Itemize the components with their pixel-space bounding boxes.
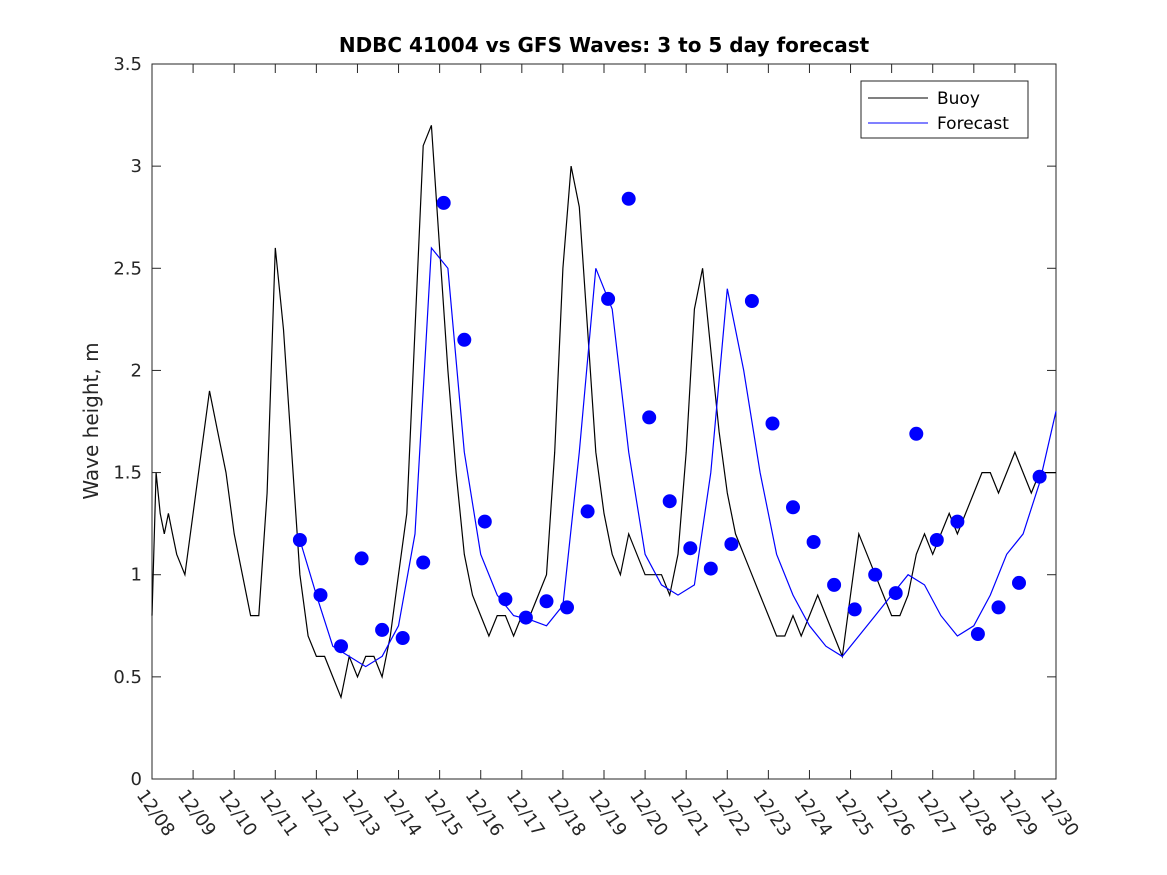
forecast-marker	[662, 494, 677, 509]
buoy-series-line	[151, 125, 1056, 700]
forecast-marker	[991, 600, 1006, 615]
forecast-marker	[868, 567, 883, 582]
y-tick-label: 2	[131, 360, 142, 381]
forecast-marker	[313, 588, 328, 603]
forecast-marker	[354, 551, 369, 566]
forecast-marker	[375, 622, 390, 637]
y-tick-label: 2.5	[113, 258, 142, 279]
forecast-marker	[580, 504, 595, 519]
forecast-marker	[724, 537, 739, 552]
y-axis-label: Wave height, m	[79, 342, 103, 499]
y-tick-label: 0	[131, 769, 142, 790]
forecast-marker	[334, 639, 348, 654]
chart-title: NDBC 41004 vs GFS Waves: 3 to 5 day fore…	[339, 33, 870, 57]
legend-forecast-label: Forecast	[937, 114, 1009, 134]
forecast-marker	[642, 410, 657, 425]
forecast-marker	[683, 541, 698, 556]
forecast-marker	[601, 291, 616, 306]
forecast-marker	[765, 416, 780, 431]
legend: Buoy Forecast	[860, 80, 1029, 139]
plot-series	[151, 125, 1057, 700]
forecast-marker	[744, 294, 759, 308]
forecast-marker	[950, 514, 965, 529]
forecast-marker	[970, 627, 985, 641]
forecast-marker	[560, 600, 574, 615]
forecast-marker	[621, 191, 636, 206]
forecast-marker	[847, 602, 862, 617]
y-tick-label: 3.5	[113, 54, 142, 75]
forecast-marker	[806, 535, 821, 549]
forecast-marker	[436, 195, 451, 210]
forecast-marker	[929, 533, 944, 547]
y-tick-label: 3	[131, 156, 142, 177]
forecast-marker	[539, 594, 554, 609]
forecast-marker	[827, 577, 842, 592]
legend-buoy-label: Buoy	[937, 89, 980, 109]
y-tick-label: 0.5	[113, 667, 142, 688]
forecast-marker	[786, 500, 800, 515]
forecast-marker	[518, 610, 533, 625]
forecast-marker	[498, 592, 513, 607]
forecast-marker	[703, 561, 718, 576]
y-tick-label: 1.5	[113, 463, 142, 484]
forecast-series-line	[299, 246, 1057, 668]
forecast-marker	[395, 631, 410, 645]
y-tick-label: 1	[131, 565, 142, 586]
forecast-marker	[909, 426, 924, 441]
legend-box	[860, 80, 1029, 139]
forecast-markers	[292, 191, 1047, 654]
forecast-marker	[888, 586, 903, 601]
forecast-marker	[457, 332, 472, 347]
forecast-marker	[416, 555, 431, 570]
forecast-marker	[1012, 575, 1026, 590]
forecast-marker	[292, 533, 307, 547]
forecast-marker	[1032, 469, 1047, 484]
forecast-marker	[477, 514, 492, 529]
plot-area	[151, 63, 1057, 780]
